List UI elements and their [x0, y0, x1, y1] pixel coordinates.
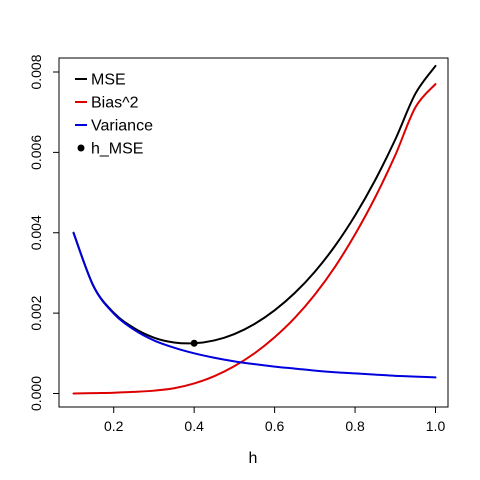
y-tick-label: 0.000	[28, 376, 44, 411]
series-line-mse	[72, 64, 437, 345]
legend-label: Bias^2	[91, 95, 139, 112]
points-layer	[190, 339, 198, 347]
legend-item-variance: Variance	[75, 118, 153, 135]
series-layer	[72, 64, 437, 395]
x-tick-label: 0.8	[345, 418, 365, 434]
legend-label: Variance	[91, 118, 153, 135]
x-axis: 0.2 0.4 0.6 0.8 1.0	[104, 406, 446, 434]
x-tick-label: 0.6	[265, 418, 285, 434]
y-tick-label: 0.008	[28, 54, 44, 89]
series-line-variance	[72, 231, 437, 379]
legend-item-bias-2: Bias^2	[75, 95, 139, 112]
legend-item-mse: MSE	[75, 72, 126, 89]
y-axis: 0.000 0.002 0.004 0.006 0.008	[28, 54, 60, 411]
legend: MSE Bias^2 Variance h_MSE	[75, 72, 153, 158]
legend-label: h_MSE	[91, 141, 143, 158]
x-axis-label: h	[249, 450, 258, 467]
y-tick-label: 0.002	[28, 295, 44, 330]
point-h-mse	[190, 339, 198, 347]
legend-label: MSE	[91, 72, 126, 89]
x-tick-label: 1.0	[426, 418, 446, 434]
legend-marker	[77, 144, 85, 152]
y-tick-label: 0.006	[28, 135, 44, 170]
x-tick-label: 0.2	[104, 418, 124, 434]
y-tick-label: 0.004	[28, 215, 44, 250]
legend-item-h-mse: h_MSE	[77, 141, 143, 158]
x-tick-label: 0.4	[184, 418, 204, 434]
series-line-bias-2	[72, 83, 437, 395]
